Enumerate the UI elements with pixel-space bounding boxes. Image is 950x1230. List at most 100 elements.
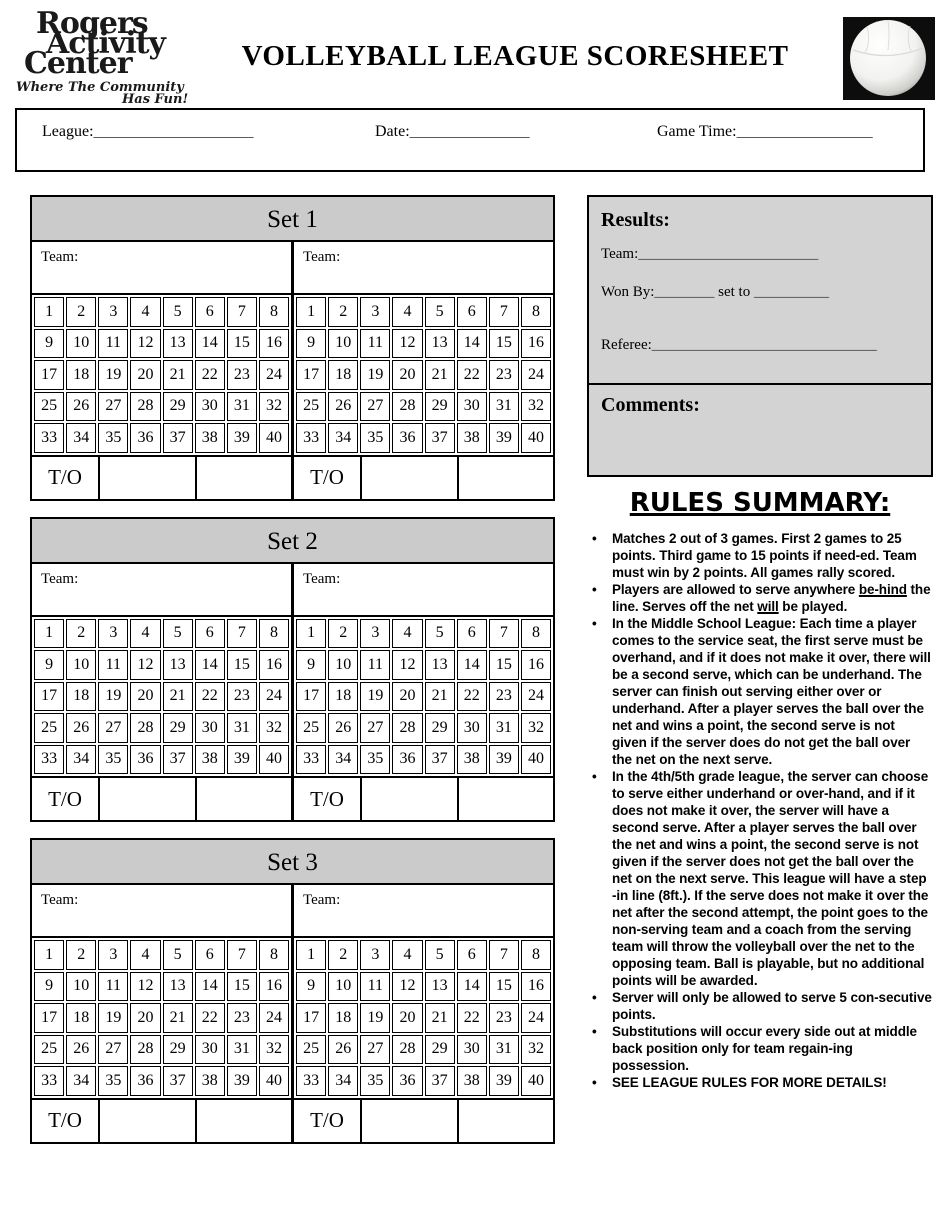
team-cell: Team: [294,564,553,615]
score-cell: 13 [424,971,455,1001]
score-cell: 22 [456,681,487,711]
score-cell: 38 [456,744,487,774]
score-cell: 5 [424,618,455,648]
score-cell: 16 [520,971,551,1001]
league-blank-line: ____________________ [93,123,254,140]
timeout-half: T/O [294,778,553,820]
score-cell: 3 [98,618,129,648]
score-cell: 1 [296,297,327,327]
score-cell: 1 [34,297,65,327]
bullet-text: Matches 2 out of 3 games. First 2 games … [612,530,933,581]
timeout-box [197,1100,292,1142]
score-cell: 19 [98,360,129,390]
score-cell: 11 [98,328,129,358]
score-cell: 17 [296,681,327,711]
set-section: Set 1 Team: Team: 1 2 3 4 5 6 7 8 9 10 11 12 13 14 15 16 17… [30,195,555,501]
score-cell: 9 [296,971,327,1001]
rules-bullet: • Players are allowed to serve anywhere b… [587,581,933,615]
score-grid-half: 1 2 3 4 5 6 7 8 9 10 11 12 13 14 15 16 17 18 19 20 21 22 23 24 2… [32,295,294,455]
score-cell: 30 [194,713,225,743]
timeout-box [362,456,459,499]
team-row: Team: Team: [32,885,553,938]
score-cell: 36 [392,744,423,774]
score-cell: 28 [130,713,161,743]
score-cell: 23 [226,681,257,711]
score-grid-half: 1 2 3 4 5 6 7 8 9 10 11 12 13 14 15 16 17 18 19 20 21 22 23 24 2… [294,938,553,1098]
rules-bullet: • Server will only be allowed to serve 5 … [587,989,933,1023]
timeout-box [197,457,292,499]
score-cell: 30 [456,1034,487,1064]
score-cell: 15 [226,328,257,358]
score-cell: 17 [296,1003,327,1033]
score-cell: 28 [392,713,423,743]
score-cell: 6 [194,297,225,327]
bullet-dot: • [592,769,597,784]
score-cell: 13 [162,971,193,1001]
score-cell: 14 [194,328,225,358]
score-cell: 27 [360,713,391,743]
results-heading: Results: [601,209,670,231]
bullet-dot: • [592,582,597,597]
score-cell: 36 [130,744,161,774]
timeout-half: T/O [32,778,294,820]
score-cell: 25 [34,1034,65,1064]
timeout-box [100,1099,197,1142]
score-cell: 28 [392,391,423,421]
set-title: Set 2 [32,518,553,564]
score-cell: 17 [34,360,65,390]
score-cell: 23 [226,1003,257,1033]
score-cell: 2 [66,618,97,648]
score-cell: 34 [66,744,97,774]
score-cell: 10 [328,971,359,1001]
right-column: Results: Team:________________________ W… [587,195,933,1091]
sets-column: Set 1 Team: Team: 1 2 3 4 5 6 7 8 9 10 11 12 13 14 15 16 17… [30,195,555,1160]
score-cell: 25 [296,713,327,743]
score-cell: 4 [130,297,161,327]
team-row: Team: Team: [32,563,553,617]
results-wonby-field: Won By:________ set to __________ [601,284,919,301]
score-cell: 30 [456,391,487,421]
score-cell: 22 [194,1003,225,1033]
score-cell: 2 [328,940,359,970]
score-cell: 38 [456,423,487,453]
score-cell: 31 [226,713,257,743]
set-title: Set 1 [32,197,553,242]
score-cell: 16 [258,650,289,680]
rules-summary: RULES SUMMARY: • Matches 2 out of 3 games… [587,488,933,1091]
page-title: VOLLEYBALL LEAGUE SCORESHEET [241,40,789,72]
set-to-blank-line: __________ [753,284,829,300]
score-cell: 39 [226,744,257,774]
bullet-text-segment: Matches 2 out of 3 games. First 2 games … [612,531,917,580]
score-cell: 38 [456,1066,487,1096]
score-cell: 7 [488,618,519,648]
score-cell: 7 [226,940,257,970]
score-cell: 21 [424,681,455,711]
results-team-blank-line: ________________________ [638,246,819,262]
bullet-text-segment: Substitutions will occur every side out … [612,1024,917,1073]
bullet-text: In the 4th/5th grade league, the server … [612,768,933,989]
score-cell: 8 [520,297,551,327]
score-cell: 3 [360,618,391,648]
score-cell: 40 [258,1066,289,1096]
score-cell: 13 [424,650,455,680]
score-cell: 6 [456,297,487,327]
score-cell: 23 [488,681,519,711]
score-cell: 33 [296,1066,327,1096]
logo-line-3: Center [24,46,133,81]
score-cell: 14 [194,650,225,680]
score-cell: 37 [162,423,193,453]
timeout-box [100,778,197,820]
score-cell: 25 [34,713,65,743]
score-cell: 17 [34,681,65,711]
score-cell: 14 [456,650,487,680]
score-cell: 7 [226,297,257,327]
score-cell: 1 [34,940,65,970]
score-cell: 32 [520,713,551,743]
score-cell: 32 [520,1034,551,1064]
score-cell: 32 [258,391,289,421]
set-title: Set 3 [32,840,553,885]
score-cell: 9 [296,650,327,680]
score-grid: 1 2 3 4 5 6 7 8 9 10 11 12 13 14 15 16 17 18 19 20 21 22 23 24 2… [32,938,553,1098]
score-cell: 30 [194,1034,225,1064]
team-row: Team: Team: [32,242,553,295]
